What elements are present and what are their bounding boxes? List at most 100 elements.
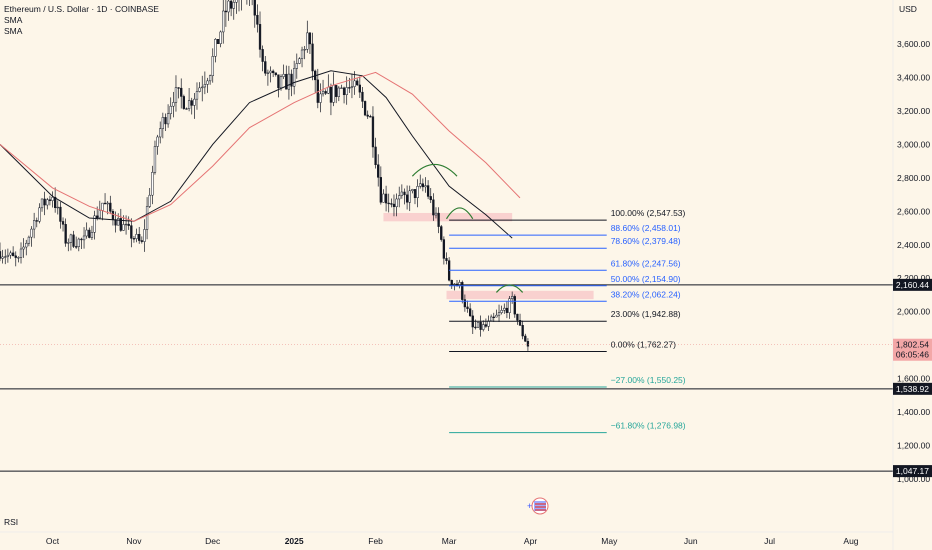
- candle-body: [6, 254, 10, 257]
- y-tick-label: 2,400.00: [897, 240, 930, 250]
- candle-body: [127, 223, 130, 226]
- y-tick-label: 3,400.00: [897, 72, 930, 82]
- candle-body: [185, 108, 188, 110]
- candle-body: [85, 229, 88, 237]
- candle-body: [277, 74, 280, 89]
- candle-body: [48, 199, 52, 201]
- candle-body: [350, 86, 354, 88]
- candle-body: [195, 91, 199, 100]
- fib-level-label: −27.00% (1,550.25): [611, 375, 686, 385]
- level-price-tag-text: 1,047.17: [896, 466, 929, 476]
- candle-body: [450, 279, 453, 285]
- sma-line: [0, 70, 513, 239]
- symbol-title[interactable]: Ethereum / U.S. Dollar · 1D · COINBASE: [4, 4, 159, 14]
- candle-body: [290, 73, 293, 87]
- candle-body: [324, 91, 327, 94]
- candle-body: [258, 24, 262, 50]
- candle-body: [151, 172, 154, 196]
- candle-body: [329, 86, 333, 103]
- candle-body: [56, 206, 59, 209]
- candle-body: [495, 314, 498, 318]
- candle-body: [4, 256, 7, 258]
- candle-body: [187, 100, 191, 109]
- fib-level-label: 88.60% (2,458.01): [611, 223, 681, 233]
- candle-body: [411, 189, 414, 192]
- candle-body: [32, 220, 36, 230]
- candle-body: [432, 199, 435, 216]
- candle-body: [390, 203, 393, 205]
- candle-body: [27, 236, 31, 244]
- candle-body: [201, 86, 204, 89]
- candle-body: [264, 61, 267, 74]
- y-tick-label: 3,600.00: [897, 39, 930, 49]
- candle-body: [516, 313, 519, 321]
- candle-body: [140, 240, 143, 242]
- supply-zone: [446, 290, 594, 300]
- candle-body: [14, 255, 17, 258]
- candle-body: [337, 87, 340, 97]
- candle-body: [345, 87, 348, 96]
- candle-body: [22, 246, 25, 250]
- candle-body: [366, 114, 369, 117]
- price-scale[interactable]: 1,000.001,200.001,400.001,600.001,800.00…: [892, 0, 930, 550]
- arcs-layer: [411, 163, 524, 293]
- candle-body: [416, 186, 419, 198]
- current-price-text: 1,802.54: [896, 340, 929, 350]
- candle-body: [253, 0, 256, 16]
- candle-body: [340, 87, 343, 89]
- candle-body: [282, 73, 285, 77]
- candle-body: [387, 202, 390, 205]
- indicator-sma-2[interactable]: SMA: [4, 26, 23, 36]
- rsi-pane-label[interactable]: RSI: [4, 517, 18, 527]
- event-plus-glyph: +: [527, 501, 532, 511]
- level-price-tag: [893, 465, 932, 478]
- candle-body: [61, 221, 65, 225]
- candle-body: [96, 215, 99, 219]
- candle-body: [474, 326, 477, 329]
- economic-event-icon[interactable]: +: [527, 497, 549, 515]
- x-tick-label: Dec: [205, 536, 221, 546]
- candle-body: [476, 321, 480, 328]
- level-price-tag: [893, 382, 932, 395]
- candle-body: [524, 335, 527, 342]
- candle-body: [156, 136, 159, 147]
- candle-body: [440, 226, 443, 240]
- candle-body: [363, 101, 367, 116]
- candle-body: [208, 75, 212, 82]
- candle-body: [377, 164, 380, 178]
- candle-body: [235, 0, 238, 3]
- candle-body: [203, 84, 207, 88]
- candle-body: [219, 31, 222, 45]
- fib-level-label: 61.80% (2,247.56): [611, 258, 681, 268]
- candle-body: [508, 298, 511, 313]
- candle-body: [101, 202, 104, 211]
- candle-body: [148, 194, 151, 207]
- rounded-top-arc: [411, 163, 458, 177]
- candle-body: [138, 233, 141, 241]
- y-tick-label: 2,200.00: [897, 273, 930, 283]
- candle-body: [521, 325, 524, 337]
- candle-body: [445, 258, 448, 261]
- candle-body: [30, 228, 33, 238]
- candle-body: [169, 105, 172, 114]
- candle-body: [461, 282, 464, 300]
- candle-body: [19, 248, 23, 258]
- indicator-sma-1[interactable]: SMA: [4, 15, 23, 25]
- horizontal-lines-layer: [0, 284, 893, 472]
- candle-body: [11, 252, 15, 257]
- candle-body: [511, 296, 514, 299]
- candle-body: [361, 91, 364, 102]
- currency-label[interactable]: USD: [899, 4, 917, 14]
- candle-body: [308, 32, 312, 45]
- candle-body: [261, 49, 264, 62]
- candle-body: [272, 70, 275, 74]
- candle-body: [174, 87, 178, 103]
- candles-layer: [0, 0, 530, 351]
- time-scale[interactable]: Oct Nov Dec 2025 Feb Mar Apr May Jun Jul Aug: [0, 531, 893, 546]
- x-tick-label: Jul: [764, 536, 775, 546]
- y-tick-label: 2,000.00: [897, 307, 930, 317]
- fib-level-label: 38.20% (2,062.24): [611, 289, 681, 299]
- candle-body: [518, 320, 522, 326]
